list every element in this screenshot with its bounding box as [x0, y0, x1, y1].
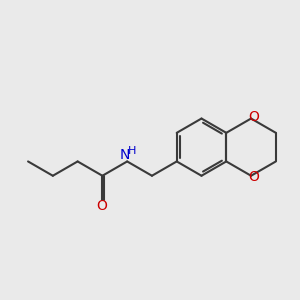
Text: H: H [128, 146, 136, 156]
Text: O: O [248, 170, 260, 184]
Text: O: O [96, 200, 107, 213]
Text: N: N [120, 148, 130, 162]
Text: O: O [248, 110, 260, 124]
